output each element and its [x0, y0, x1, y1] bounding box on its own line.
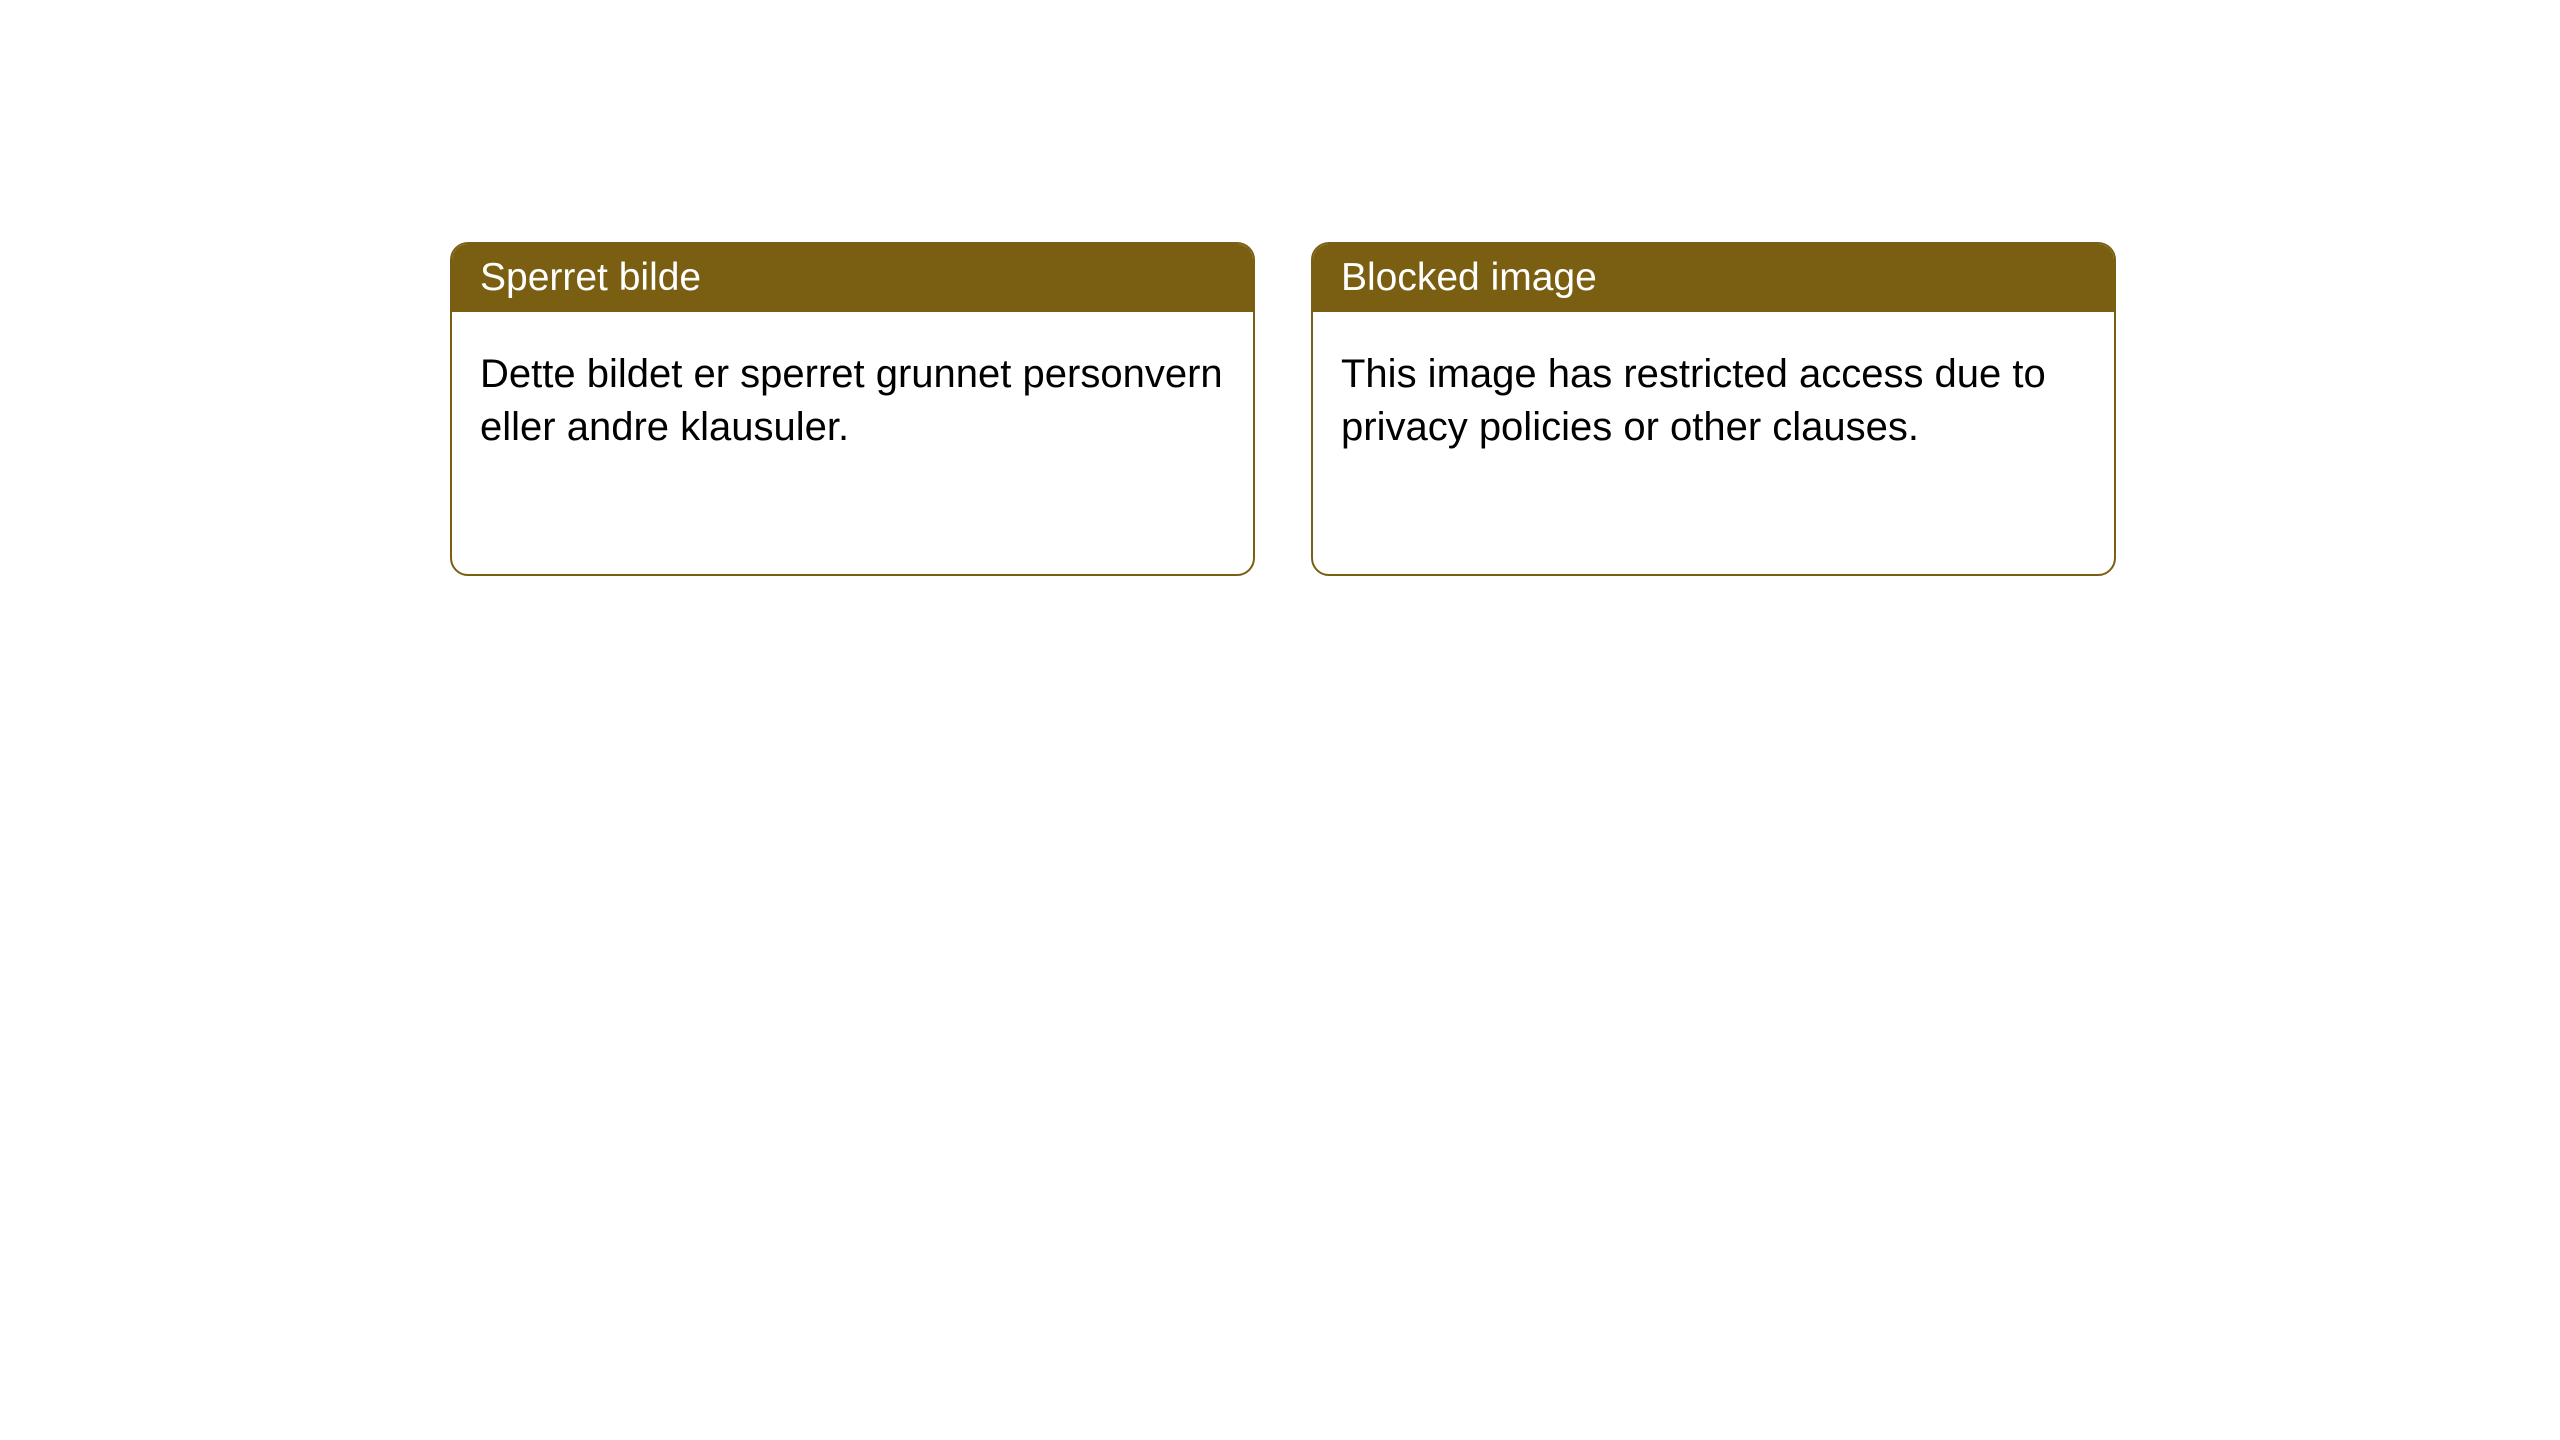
- notice-container: Sperret bilde Dette bildet er sperret gr…: [0, 0, 2560, 576]
- notice-card-norwegian: Sperret bilde Dette bildet er sperret gr…: [450, 242, 1255, 576]
- notice-card-body: Dette bildet er sperret grunnet personve…: [452, 312, 1253, 490]
- notice-card-header: Sperret bilde: [452, 244, 1253, 312]
- notice-card-header: Blocked image: [1313, 244, 2114, 312]
- notice-card-body: This image has restricted access due to …: [1313, 312, 2114, 490]
- notice-card-english: Blocked image This image has restricted …: [1311, 242, 2116, 576]
